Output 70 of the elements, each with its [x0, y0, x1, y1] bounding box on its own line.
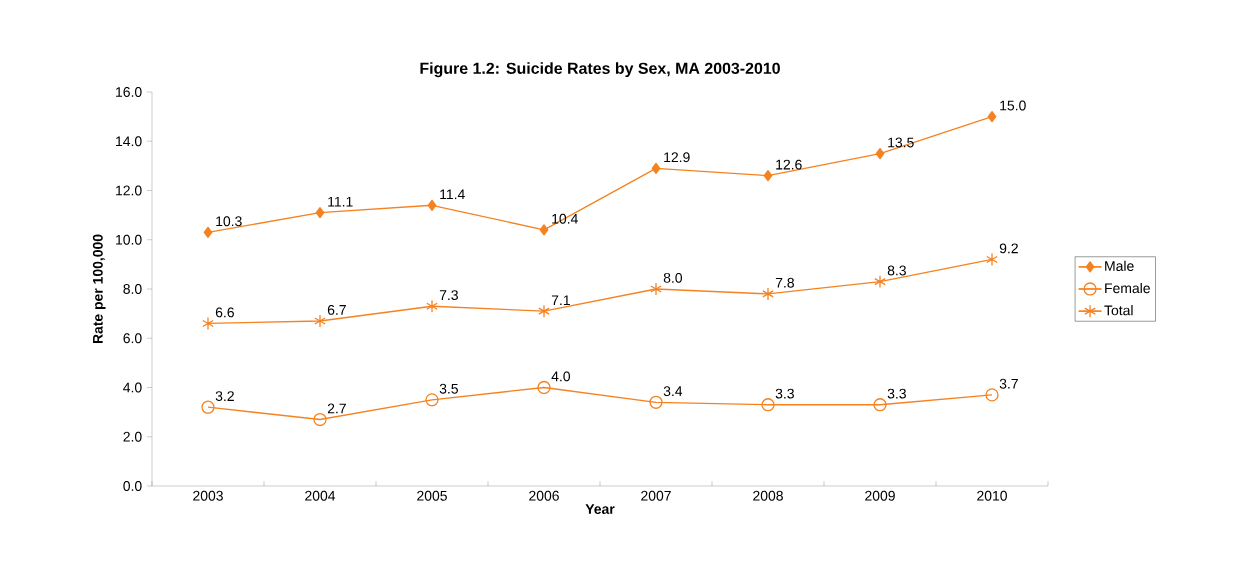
y-tick-label: 0.0 [123, 481, 142, 491]
data-label: 2.7 [327, 403, 346, 414]
x-tick-label: 2010 [977, 490, 1007, 501]
y-tick-label: 16.0 [116, 87, 142, 97]
data-label: 3.2 [215, 391, 234, 402]
data-label: 3.3 [887, 388, 906, 399]
y-tick-label: 6.0 [123, 333, 142, 344]
legend-label: Male [1105, 260, 1134, 271]
point [649, 395, 663, 409]
point [875, 147, 885, 160]
y-tick-label: 14.0 [116, 136, 142, 147]
y-tick-label: 8.0 [123, 284, 142, 294]
data-label: 12.6 [776, 159, 802, 170]
legend-label: Female [1105, 282, 1150, 294]
point [763, 170, 773, 182]
y-axis-title: Rate per 100,000 [92, 234, 106, 344]
data-label: 4.0 [551, 371, 571, 382]
point [874, 274, 886, 289]
data-label: 7.8 [775, 277, 794, 288]
point [651, 162, 661, 174]
point [761, 398, 775, 412]
x-tick-label: 2006 [529, 490, 559, 501]
data-label: 13.5 [888, 137, 914, 148]
y-tick-label: 12.0 [116, 185, 142, 196]
point [985, 388, 999, 402]
data-label: 9.2 [999, 243, 1018, 254]
x-tick-label: 2004 [305, 490, 336, 501]
point [537, 380, 551, 395]
point [986, 252, 998, 267]
data-label: 3.5 [439, 383, 458, 394]
point [425, 393, 439, 407]
y-tick-label: 10.0 [116, 234, 142, 245]
data-label: 7.3 [439, 290, 458, 301]
point [203, 226, 213, 238]
point [202, 316, 214, 331]
x-tick-label: 2007 [641, 490, 671, 501]
data-label: 3.7 [999, 378, 1018, 389]
data-label: 7.1 [551, 295, 570, 305]
point [873, 398, 887, 412]
data-label: 3.4 [663, 386, 683, 397]
data-label: 8.3 [887, 265, 906, 276]
data-label: 6.6 [215, 307, 234, 318]
x-tick-label: 2009 [865, 490, 895, 501]
data-label: 3.3 [775, 388, 794, 399]
data-label: 8.0 [663, 272, 683, 283]
legend-label: Total [1104, 305, 1133, 316]
x-axis-title: Year [585, 504, 615, 514]
point [426, 299, 438, 313]
point [987, 110, 997, 123]
point [538, 304, 550, 318]
point [201, 400, 215, 414]
point [313, 412, 327, 427]
x-tick-label: 2003 [193, 490, 223, 501]
data-label: 12.9 [664, 152, 690, 163]
data-label: 10.3 [216, 216, 242, 227]
y-tick-label: 2.0 [123, 431, 142, 442]
point [650, 282, 662, 296]
chart-title: Figure 1.2: Suicide Rates by Sex, MA 2003-2010 [420, 62, 780, 78]
point [314, 314, 326, 328]
data-label: 6.7 [327, 304, 346, 315]
data-label: 15.0 [1000, 100, 1026, 111]
x-tick-label: 2008 [753, 490, 783, 501]
data-label: 11.4 [440, 189, 465, 200]
point [427, 199, 437, 211]
x-tick-label: 2005 [417, 490, 447, 501]
data-label: 11.1 [328, 196, 353, 207]
point [315, 207, 325, 219]
y-tick-label: 4.0 [123, 382, 142, 393]
point [762, 287, 774, 301]
point [539, 224, 549, 236]
